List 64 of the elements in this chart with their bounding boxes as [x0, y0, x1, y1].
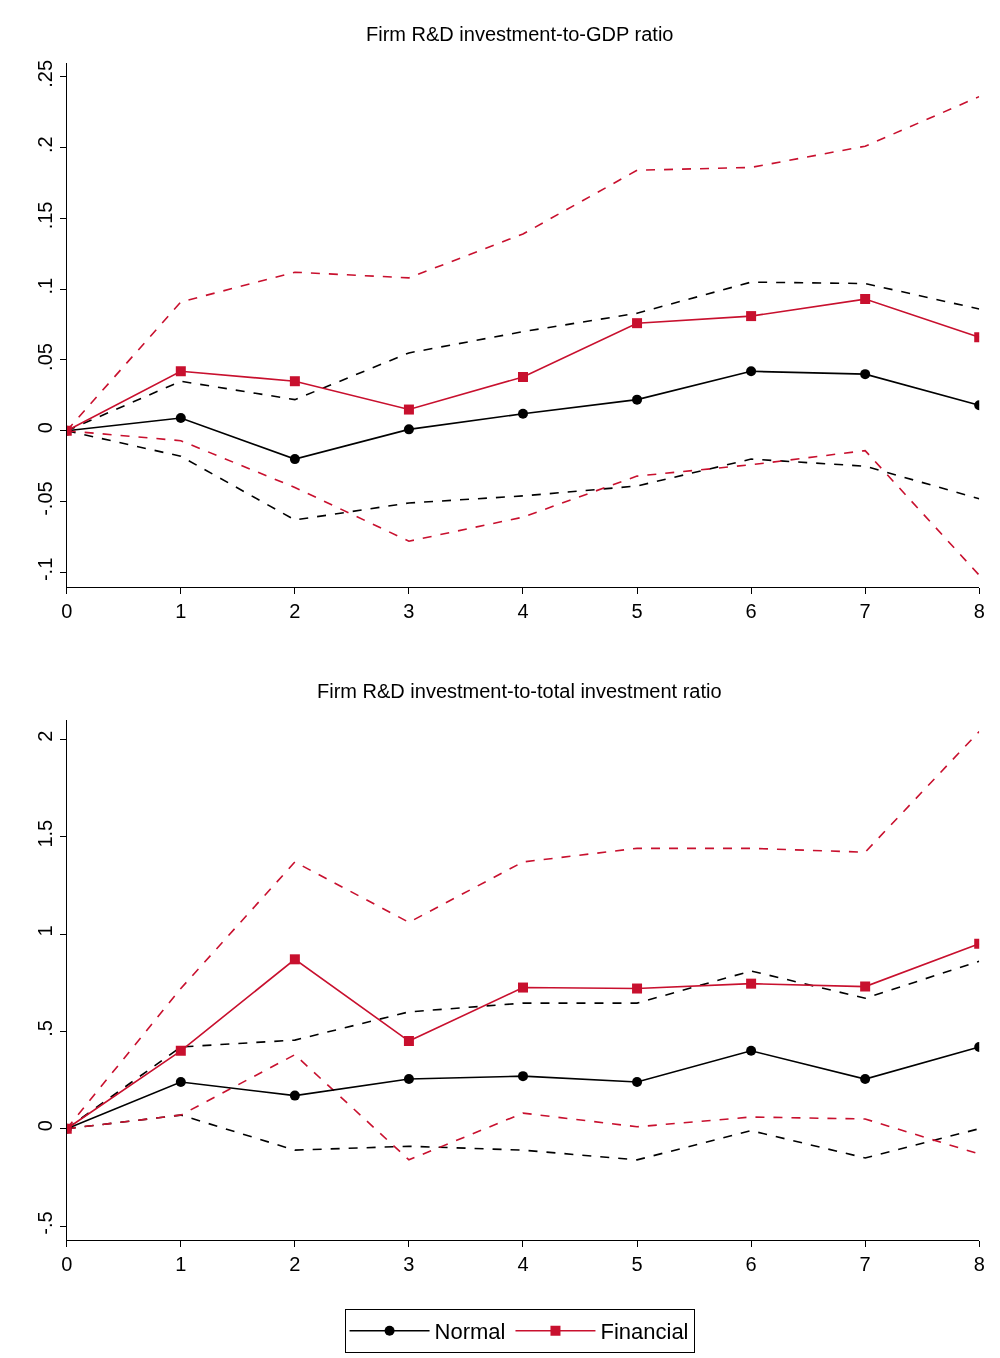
point: [746, 311, 757, 322]
point: [175, 413, 186, 424]
x-tick-label: 5: [631, 599, 643, 622]
y-tick-label: -.1: [33, 557, 56, 582]
y-tick-label: -.05: [33, 481, 56, 516]
y-tick-label: .2: [33, 136, 56, 153]
chart-title: Firm R&D investment-to-GDP ratio: [366, 23, 674, 45]
x-tick-label: 1: [175, 599, 187, 622]
x-tick-label: 0: [61, 1252, 73, 1275]
point: [517, 371, 528, 382]
point: [289, 454, 300, 465]
y-tick-label: 2: [33, 730, 56, 742]
x-tick-label: 5: [631, 1252, 643, 1275]
x-tick-label: 3: [403, 1252, 415, 1275]
point: [860, 294, 871, 305]
x-tick-label: 4: [517, 599, 529, 622]
point: [403, 1036, 414, 1047]
y-tick-label: .5: [33, 1020, 56, 1037]
y-tick-label: .1: [33, 277, 56, 295]
x-tick-label: 6: [745, 1252, 757, 1275]
x-tick-label: 7: [859, 1252, 871, 1275]
y-tick-label: 1.5: [33, 819, 56, 848]
y-tick-label: -.5: [33, 1211, 56, 1235]
point: [289, 376, 300, 387]
point: [860, 1074, 871, 1085]
y-tick-label: 0: [33, 1120, 56, 1132]
x-tick-label: 3: [403, 599, 415, 622]
point: [746, 978, 757, 989]
point: [517, 1071, 528, 1082]
point: [517, 982, 528, 993]
legend-label: Normal: [434, 1319, 506, 1345]
x-tick-label: 8: [973, 599, 985, 622]
point: [632, 394, 643, 405]
point: [289, 1090, 300, 1101]
point: [175, 1045, 186, 1056]
y-tick-label: .05: [33, 343, 56, 371]
point: [175, 366, 186, 377]
point: [403, 424, 414, 435]
point: [403, 404, 414, 415]
point: [632, 1076, 643, 1087]
x-tick-label: 4: [517, 1252, 529, 1275]
x-tick-label: 2: [289, 599, 301, 622]
chart-title: Firm R&D investment-to-total investment ratio: [317, 680, 722, 702]
y-tick-label: .15: [33, 201, 56, 230]
point: [517, 408, 528, 419]
point: [746, 366, 757, 377]
point: [746, 1045, 757, 1056]
y-tick-label: 1: [33, 925, 56, 937]
y-tick-label: 0: [33, 422, 56, 434]
point: [632, 318, 643, 329]
point: [289, 954, 300, 965]
y-tick-label: .25: [33, 59, 56, 88]
x-tick-label: 1: [175, 1252, 187, 1275]
point: [175, 1076, 186, 1087]
x-tick-label: 0: [61, 599, 73, 622]
x-tick-label: 2: [289, 1252, 301, 1275]
x-tick-label: 8: [973, 1252, 985, 1275]
x-tick-label: 7: [859, 599, 871, 622]
point: [403, 1074, 414, 1085]
point: [632, 983, 643, 994]
point: [860, 369, 871, 380]
point: [860, 981, 871, 992]
x-tick-label: 6: [745, 599, 757, 622]
legend-label: Financial: [600, 1319, 689, 1345]
